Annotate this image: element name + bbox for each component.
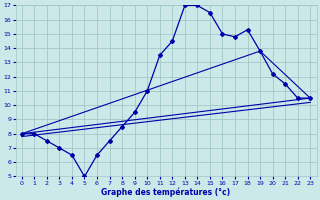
X-axis label: Graphe des températures (°c): Graphe des températures (°c) [101,187,231,197]
